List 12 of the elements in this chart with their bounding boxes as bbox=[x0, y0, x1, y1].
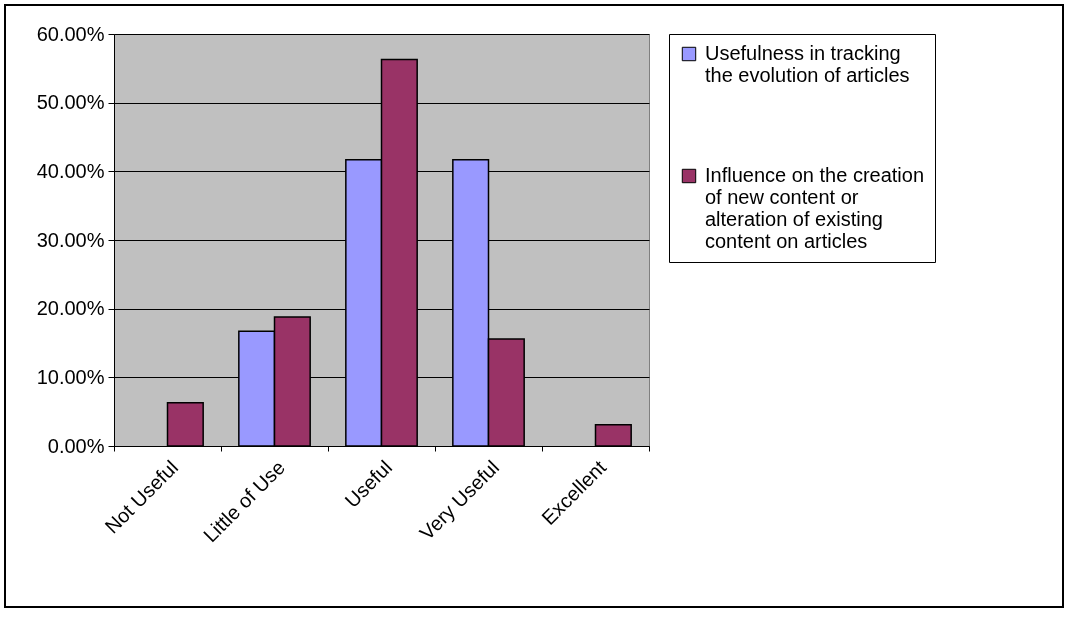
bar bbox=[594, 423, 632, 447]
y-tick-label: 10.00% bbox=[36, 365, 105, 388]
bar bbox=[166, 401, 204, 447]
y-tick-label: 0.00% bbox=[47, 434, 105, 457]
y-tick-label: 50.00% bbox=[36, 91, 105, 114]
legend-label: Usefulness in tracking the evolution of articles bbox=[705, 42, 910, 86]
y-tick-label: 20.00% bbox=[36, 297, 105, 320]
y-tick-label: 40.00% bbox=[36, 159, 105, 182]
y-tick-label: 30.00% bbox=[36, 228, 105, 251]
legend-label: Influence on the creation of new content or alteration of existing content on articles bbox=[705, 164, 925, 252]
x-tick-label: Little of Use bbox=[198, 456, 290, 547]
y-tick-label: 60.00% bbox=[36, 22, 105, 45]
